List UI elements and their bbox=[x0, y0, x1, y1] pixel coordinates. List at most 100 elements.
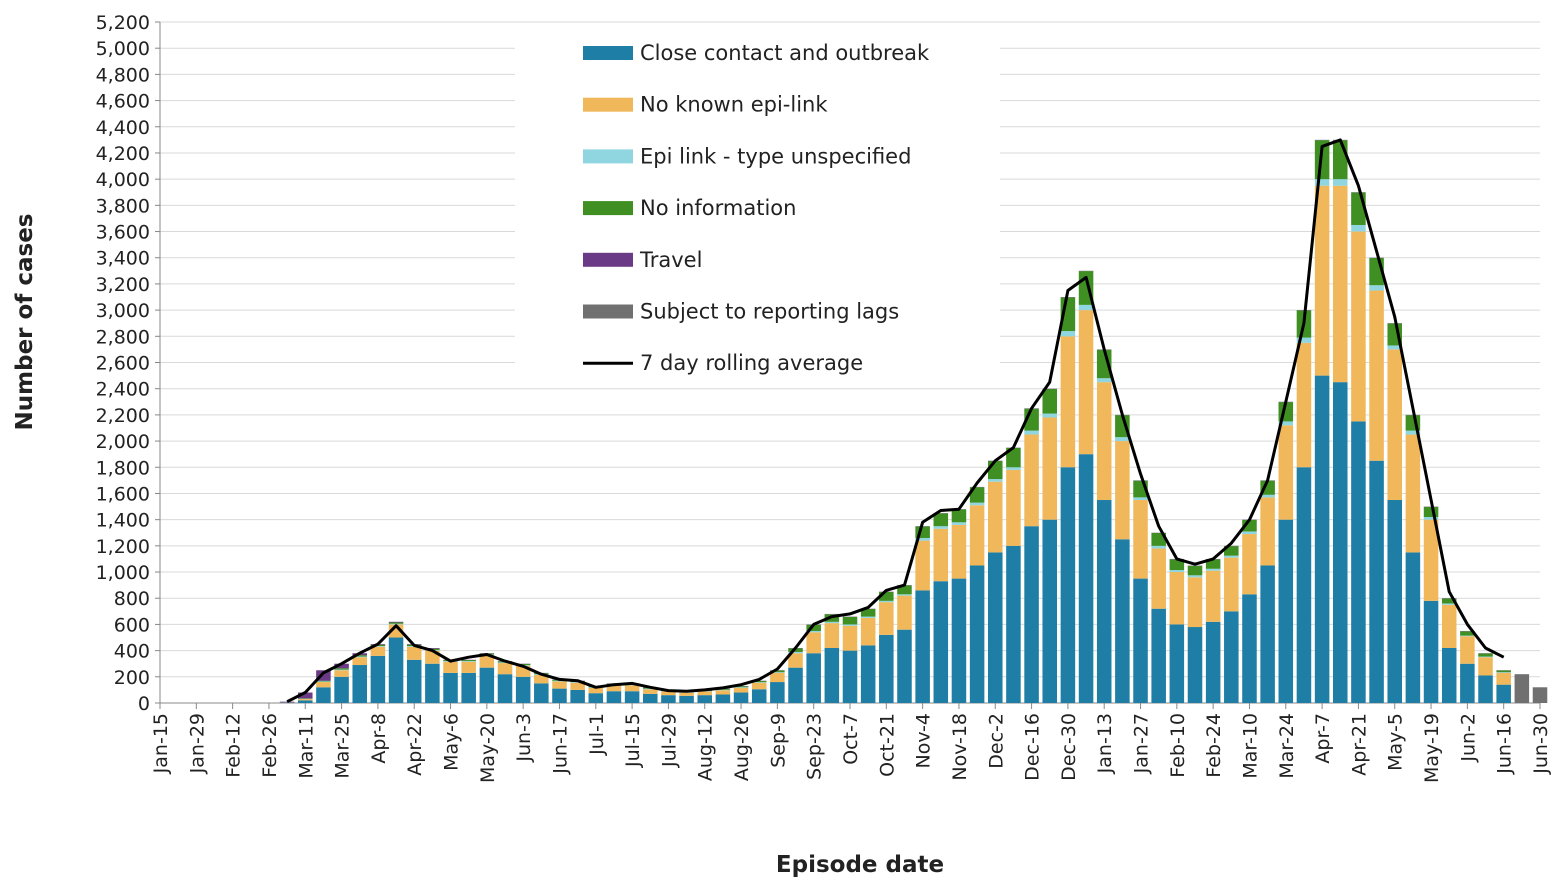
bar-segment bbox=[625, 685, 640, 691]
x-tick-label: May-5 bbox=[1385, 713, 1407, 771]
bar-segment bbox=[1224, 556, 1239, 558]
x-tick-label: Mar-24 bbox=[1276, 713, 1298, 779]
x-tick-label: Dec-2 bbox=[985, 713, 1007, 769]
bar-segment bbox=[1042, 520, 1057, 703]
y-tick-label: 4,000 bbox=[96, 169, 150, 191]
legend-swatch bbox=[583, 149, 633, 163]
bar-segment bbox=[1387, 500, 1402, 703]
bar-segment bbox=[1170, 572, 1185, 624]
legend-label: No known epi-link bbox=[640, 93, 828, 117]
bar-segment bbox=[825, 622, 840, 623]
bar-segment bbox=[480, 668, 495, 703]
bar-segment bbox=[1478, 653, 1493, 656]
x-tick-label: Jun-16 bbox=[1494, 713, 1516, 775]
bar-segment bbox=[1369, 285, 1384, 290]
bar-segment bbox=[1188, 566, 1203, 576]
bar-segment bbox=[1260, 497, 1275, 565]
bar-segment bbox=[407, 660, 422, 703]
bar-segment bbox=[770, 682, 785, 703]
bar-segment bbox=[843, 651, 858, 703]
x-tick-label: Nov-18 bbox=[949, 713, 971, 781]
x-tick-label: Aug-12 bbox=[695, 713, 717, 781]
bar-segment bbox=[879, 601, 894, 602]
bar-segment bbox=[661, 695, 676, 703]
bar-segment bbox=[879, 635, 894, 703]
bar-segment bbox=[1333, 140, 1348, 179]
bar-segment bbox=[1496, 673, 1511, 685]
bar-segment bbox=[1333, 186, 1348, 382]
bar-segment bbox=[1042, 414, 1057, 418]
bar-segment bbox=[1024, 435, 1039, 527]
bar-segment bbox=[915, 590, 930, 703]
y-tick-label: 4,200 bbox=[96, 143, 150, 165]
y-tick-label: 2,600 bbox=[96, 353, 150, 375]
bar-segment bbox=[1133, 579, 1148, 703]
x-tick-label: Jan-29 bbox=[186, 713, 208, 774]
bar-segment bbox=[825, 623, 840, 648]
x-tick-label: Feb-12 bbox=[223, 713, 245, 778]
bar-segment bbox=[552, 689, 567, 703]
x-tick-label: Jun-30 bbox=[1530, 713, 1552, 775]
x-tick-label: Mar-25 bbox=[332, 713, 354, 779]
bar-segment bbox=[806, 653, 821, 703]
x-tick-label: Apr-22 bbox=[404, 713, 426, 776]
bar-segment bbox=[1315, 376, 1330, 703]
x-tick-label: Apr-7 bbox=[1312, 713, 1334, 764]
bar-segment bbox=[1097, 500, 1112, 703]
bar-segment bbox=[934, 526, 949, 529]
bar-segment bbox=[1206, 622, 1221, 703]
x-tick-label: Jul-1 bbox=[586, 713, 608, 756]
bar-segment bbox=[443, 673, 458, 703]
y-tick-label: 1,200 bbox=[96, 536, 150, 558]
y-tick-label: 4,600 bbox=[96, 91, 150, 113]
bar-segment bbox=[1042, 418, 1057, 520]
bar-segment bbox=[1115, 441, 1130, 539]
bar-segment bbox=[897, 594, 912, 595]
bar-segment bbox=[1515, 674, 1530, 703]
bar-segment bbox=[389, 638, 404, 703]
bar-segment bbox=[1151, 548, 1166, 608]
bar-segment bbox=[1024, 431, 1039, 435]
bar-segment bbox=[498, 663, 513, 674]
bar-segment bbox=[316, 681, 331, 682]
bar-segment bbox=[1188, 575, 1203, 577]
bar-segment bbox=[952, 509, 967, 522]
legend-label: Travel bbox=[639, 248, 702, 272]
bar-segment bbox=[1079, 310, 1094, 454]
legend-swatch bbox=[583, 253, 633, 267]
bar-segment bbox=[1369, 290, 1384, 460]
bar-segment bbox=[1097, 382, 1112, 500]
bar-segment bbox=[788, 668, 803, 703]
x-tick-label: Jan-27 bbox=[1131, 713, 1153, 774]
bar-segment bbox=[1170, 624, 1185, 703]
bar-segment bbox=[1260, 495, 1275, 498]
bar-segment bbox=[970, 503, 985, 506]
bar-segment bbox=[897, 596, 912, 630]
bar-segment bbox=[952, 579, 967, 703]
bar-segment bbox=[1133, 497, 1148, 500]
y-tick-label: 2,400 bbox=[96, 379, 150, 401]
y-tick-label: 5,000 bbox=[96, 38, 150, 60]
bar-segment bbox=[843, 624, 858, 625]
bar-segment bbox=[716, 690, 731, 694]
bar-segment bbox=[570, 690, 585, 703]
bar-segment bbox=[461, 661, 476, 662]
bar-segment bbox=[1242, 594, 1257, 703]
bar-segment bbox=[1279, 520, 1294, 703]
bar-segment bbox=[1061, 336, 1076, 467]
bar-segment bbox=[1188, 577, 1203, 627]
x-tick-label: Apr-21 bbox=[1348, 713, 1370, 776]
bar-segment bbox=[1097, 378, 1112, 382]
bar-segment bbox=[352, 657, 367, 665]
bar-segment bbox=[861, 617, 876, 618]
bar-segment bbox=[1533, 687, 1548, 703]
bar-segment bbox=[1133, 500, 1148, 579]
x-tick-label: Oct-7 bbox=[840, 713, 862, 765]
bar-segment bbox=[1006, 546, 1021, 703]
bar-segment bbox=[461, 662, 476, 673]
bar-segment bbox=[516, 677, 531, 703]
bar-segment bbox=[316, 682, 331, 687]
x-tick-label: Jan-13 bbox=[1094, 713, 1116, 774]
bar-segment bbox=[643, 689, 658, 694]
